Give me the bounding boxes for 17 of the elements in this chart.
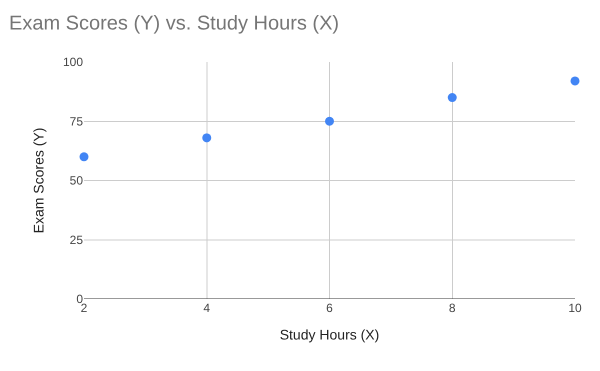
y-tick-label: 50	[70, 174, 84, 188]
y-tick-label: 25	[70, 232, 84, 247]
y-axis-title: Exam Scores (Y)	[30, 128, 47, 234]
point	[80, 152, 88, 162]
y-tick-label: 75	[70, 114, 84, 128]
x-axis-title: Study Hours (X)	[280, 326, 380, 342]
x-tick-label: 6	[326, 301, 334, 315]
y-tick-label: 100	[62, 55, 84, 70]
x-tick-label: 2	[80, 301, 88, 315]
x-tick-label: 10	[568, 301, 582, 315]
x-tick-label: 8	[448, 301, 456, 315]
point	[448, 93, 457, 102]
chart-title: Exam Scores (Y) vs. Study Hours (X)	[9, 12, 340, 34]
point	[570, 76, 580, 86]
x-tick-label: 4	[203, 301, 210, 315]
point	[202, 133, 212, 142]
point	[325, 116, 334, 126]
